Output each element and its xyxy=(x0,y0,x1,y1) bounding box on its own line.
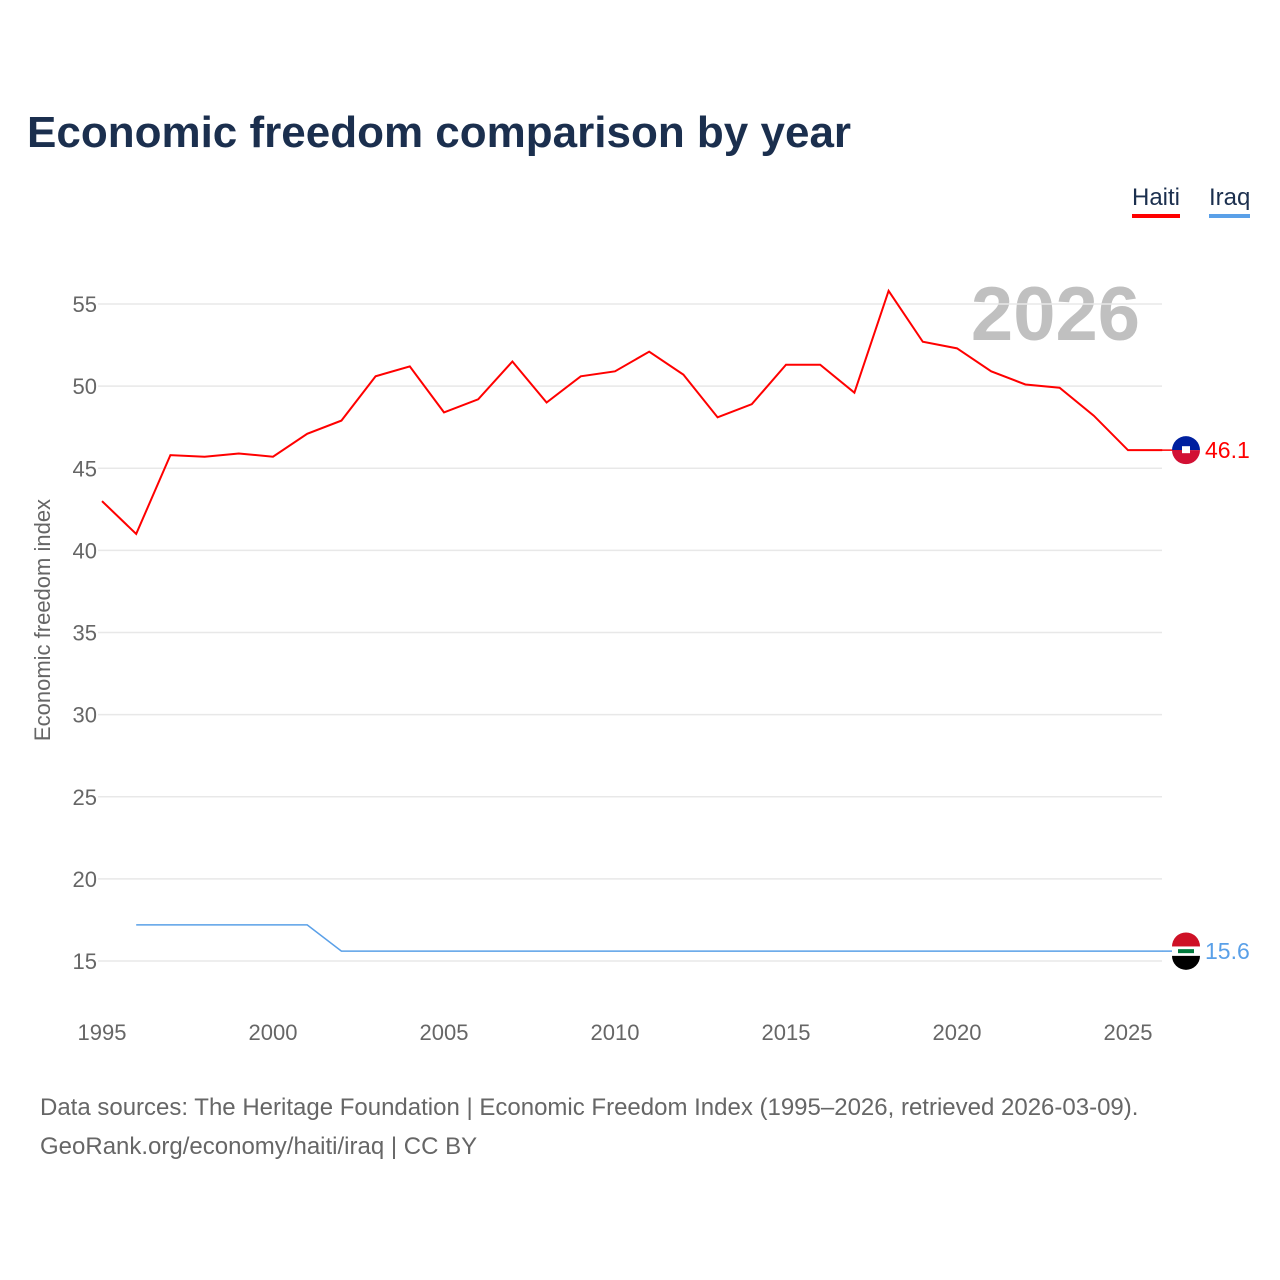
data-point xyxy=(851,948,857,954)
data-point xyxy=(680,372,686,378)
data-point xyxy=(612,368,618,374)
data-point xyxy=(783,362,789,368)
end-value-label: 15.6 xyxy=(1205,938,1250,964)
iraq-flag-script xyxy=(1178,949,1194,954)
data-point xyxy=(338,948,344,954)
data-point xyxy=(817,948,823,954)
data-point xyxy=(270,454,276,460)
x-tick-label: 2025 xyxy=(1104,1020,1153,1045)
data-point xyxy=(1091,948,1097,954)
data-point xyxy=(202,922,208,928)
data-point xyxy=(646,349,652,355)
data-point xyxy=(99,498,105,504)
data-point xyxy=(1057,385,1063,391)
data-point xyxy=(988,948,994,954)
iraq-flag-icon xyxy=(1172,932,1200,947)
data-point xyxy=(954,345,960,351)
x-tick-label: 2000 xyxy=(249,1020,298,1045)
data-point xyxy=(304,922,310,928)
data-point xyxy=(1022,381,1028,387)
data-point xyxy=(202,454,208,460)
x-tick-label: 1995 xyxy=(78,1020,127,1045)
data-point xyxy=(817,362,823,368)
year-watermark: 2026 xyxy=(971,272,1140,357)
data-point xyxy=(441,409,447,415)
y-tick-label: 30 xyxy=(73,703,97,728)
chart-title: Economic freedom comparison by year xyxy=(27,108,852,157)
x-tick-label: 2020 xyxy=(933,1020,982,1045)
data-point xyxy=(441,948,447,954)
data-point xyxy=(886,288,892,294)
x-tick-label: 2005 xyxy=(420,1020,469,1045)
source-line-2[interactable]: GeoRank.org/economy/haiti/iraq | CC BY xyxy=(40,1133,478,1160)
data-point xyxy=(407,363,413,369)
legend-haiti[interactable]: Haiti xyxy=(1132,184,1181,218)
y-axis-label: Economic freedom index xyxy=(30,499,55,741)
data-point xyxy=(715,414,721,420)
y-tick-label: 25 xyxy=(73,785,97,810)
data-point xyxy=(578,948,584,954)
data-point xyxy=(680,948,686,954)
source-note: Data sources: The Heritage Foundation | … xyxy=(40,1088,1138,1166)
data-point xyxy=(236,450,242,456)
data-point xyxy=(1125,948,1131,954)
y-tick-label: 15 xyxy=(73,949,97,974)
x-tick-label: 2015 xyxy=(762,1020,811,1045)
data-point xyxy=(715,948,721,954)
y-tick-label: 40 xyxy=(73,538,97,563)
data-point xyxy=(578,373,584,379)
data-point xyxy=(475,396,481,402)
data-point xyxy=(270,922,276,928)
data-point xyxy=(988,368,994,374)
data-point xyxy=(954,948,960,954)
source-line-1: Data sources: The Heritage Foundation | … xyxy=(40,1094,1139,1121)
data-point xyxy=(1125,447,1131,453)
haiti-flag-icon-lower xyxy=(1172,450,1200,465)
haiti-flag-emblem xyxy=(1182,446,1190,454)
y-tick-label: 35 xyxy=(73,621,97,646)
data-point xyxy=(544,400,550,406)
data-point xyxy=(509,948,515,954)
data-point xyxy=(1022,948,1028,954)
data-point xyxy=(373,948,379,954)
data-point xyxy=(167,922,173,928)
end-value-label: 46.1 xyxy=(1205,437,1250,463)
y-tick-label: 50 xyxy=(73,374,97,399)
data-point xyxy=(544,948,550,954)
legend-iraq[interactable]: Iraq xyxy=(1209,184,1251,218)
data-point xyxy=(749,948,755,954)
data-point xyxy=(407,948,413,954)
data-point xyxy=(646,948,652,954)
data-point xyxy=(920,948,926,954)
data-point xyxy=(167,452,173,458)
data-point xyxy=(509,358,515,364)
data-point xyxy=(133,922,139,928)
data-point xyxy=(783,948,789,954)
data-point xyxy=(851,390,857,396)
data-point xyxy=(886,948,892,954)
x-tick-label: 2010 xyxy=(591,1020,640,1045)
data-point xyxy=(373,373,379,379)
data-point xyxy=(338,418,344,424)
data-point xyxy=(1057,948,1063,954)
data-point xyxy=(133,531,139,537)
series-line-haiti xyxy=(101,288,1163,536)
haiti-flag-icon xyxy=(1172,436,1200,451)
y-tick-label: 55 xyxy=(73,292,97,317)
data-point xyxy=(920,339,926,345)
data-point xyxy=(304,431,310,437)
data-point xyxy=(612,948,618,954)
data-point xyxy=(236,922,242,928)
series-line-iraq xyxy=(136,924,1163,952)
data-point xyxy=(1091,413,1097,419)
data-point xyxy=(749,401,755,407)
iraq-flag-black xyxy=(1172,955,1200,970)
data-point xyxy=(475,948,481,954)
y-tick-label: 45 xyxy=(73,456,97,481)
y-tick-label: 20 xyxy=(73,867,97,892)
